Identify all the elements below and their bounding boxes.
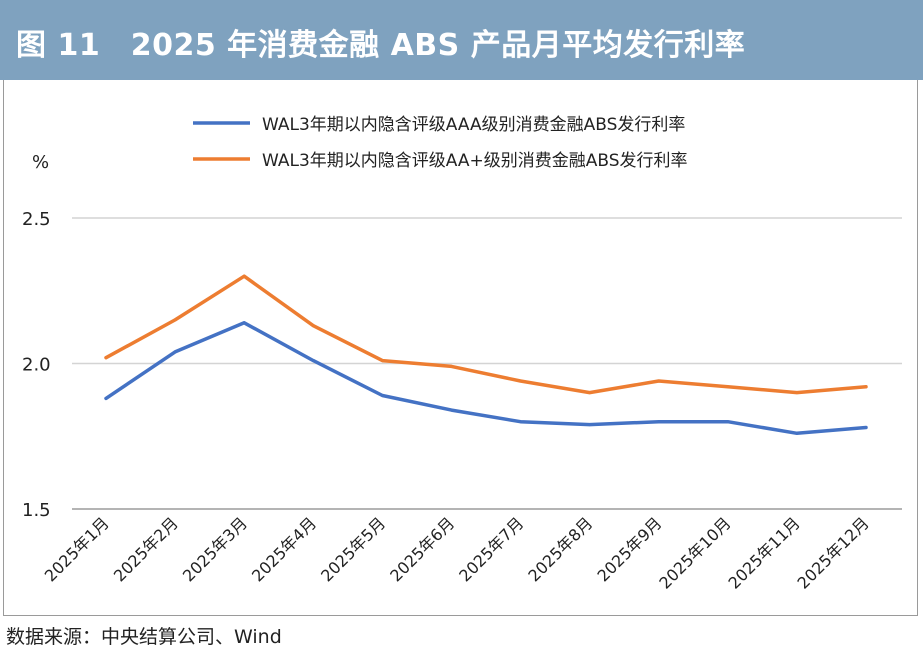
data-point (173, 318, 177, 322)
data-point (449, 364, 453, 368)
data-point (864, 426, 868, 430)
data-point (588, 391, 592, 395)
x-tick-label: 2025年8月 (524, 513, 596, 585)
data-point (173, 350, 177, 354)
x-tick-label: 2025年3月 (179, 513, 251, 585)
data-point (795, 391, 799, 395)
x-tick-label: 2025年6月 (386, 513, 458, 585)
data-point (242, 274, 246, 278)
legend-label-2: WAL3年期以内隐含评级AA+级别消费金融ABS发行利率 (262, 151, 688, 171)
y-axis-unit: % (32, 152, 49, 173)
x-tick-label: 2025年4月 (248, 513, 320, 585)
data-point (726, 420, 730, 424)
data-point (657, 379, 661, 383)
y-tick-label: 1.5 (22, 500, 51, 521)
data-point (726, 385, 730, 389)
data-source: 数据来源：中央结算公司、Wind (6, 626, 282, 648)
data-point (380, 359, 384, 363)
data-point (864, 385, 868, 389)
title-bar: 图 11 2025 年消费金融 ABS 产品月平均发行利率 (0, 0, 923, 80)
y-tick-label: 2.0 (22, 355, 51, 376)
series-line-1 (104, 321, 868, 436)
series-line-2 (104, 274, 868, 395)
x-tick-label: 2025年7月 (455, 513, 527, 585)
data-point (657, 420, 661, 424)
data-point (519, 420, 523, 424)
x-tick-label: 2025年1月 (41, 513, 113, 585)
data-point (380, 394, 384, 398)
chart-title: 图 11 2025 年消费金融 ABS 产品月平均发行利率 (16, 28, 746, 63)
y-tick-label: 2.5 (22, 209, 51, 230)
x-tick-label: 2025年11月 (724, 513, 803, 592)
x-tick-label: 2025年10月 (655, 513, 734, 592)
data-point (795, 431, 799, 435)
data-point (311, 324, 315, 328)
legend-label-1: WAL3年期以内隐含评级AAA级别消费金融ABS发行利率 (262, 115, 685, 135)
x-tick-label: 2025年12月 (794, 513, 873, 592)
data-point (449, 408, 453, 412)
x-tick-label: 2025年2月 (110, 513, 182, 585)
x-tick-label: 2025年9月 (593, 513, 665, 585)
x-tick-label: 2025年5月 (317, 513, 389, 585)
data-point (311, 359, 315, 363)
data-point (104, 396, 108, 400)
data-point (519, 379, 523, 383)
chart-frame (3, 80, 918, 616)
data-point (242, 321, 246, 325)
data-point (588, 423, 592, 427)
data-point (104, 356, 108, 360)
